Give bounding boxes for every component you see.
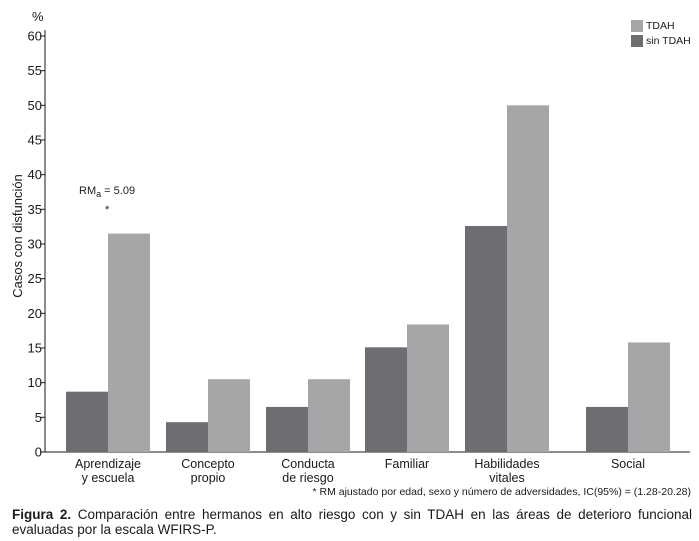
y-tick-label: 55 [28, 63, 42, 78]
annotation: RMa = 5.09 * [79, 185, 135, 216]
rm-text: RM [79, 185, 96, 197]
caption-label: Figura 2. [12, 507, 72, 522]
bar [208, 379, 250, 452]
caption-text: Comparación entre hermanos en alto riesg… [12, 507, 692, 537]
legend-item-sin-tdah: sin TDAH [631, 33, 691, 48]
bar [586, 406, 628, 452]
chart-canvas: % Casos con disfunción 0 5 10 15 20 25 30 35 40 4… [10, 9, 690, 485]
x-tick-label: Concepto propio [181, 457, 235, 485]
legend: TDAH sin TDAH [631, 18, 691, 48]
x-axis-labels: Aprendizaje y escuela Concepto propio Conduc… [75, 457, 645, 485]
y-tick-label: 35 [28, 202, 42, 217]
bar [66, 391, 108, 452]
bar [465, 225, 507, 452]
y-tick-label: 5 [35, 410, 42, 425]
bar [407, 324, 449, 452]
legend-item-tdah: TDAH [631, 18, 691, 33]
y-tick-label: 0 [35, 445, 42, 460]
significance-marker: * [105, 204, 110, 216]
bar [308, 379, 350, 452]
y-tick-label: 20 [28, 306, 42, 321]
y-tick-label: 25 [28, 271, 42, 286]
bar [266, 406, 308, 452]
legend-label-tdah: TDAH [646, 19, 675, 32]
rm-value: = 5.09 [101, 185, 135, 197]
bar [507, 105, 549, 452]
y-tick-label: 60 [28, 29, 42, 44]
legend-label-sin-tdah: sin TDAH [646, 34, 691, 47]
bar [365, 347, 407, 452]
legend-swatch-tdah [631, 19, 643, 32]
bar [628, 342, 670, 452]
y-tick-label: 40 [28, 167, 42, 182]
bar [166, 422, 208, 452]
y-axis-unit-label: % [32, 9, 44, 24]
rm-subscript: a [96, 189, 101, 199]
y-tick-label: 45 [28, 133, 42, 148]
chart-footnote: * RM ajustado por edad, sexo y número de… [312, 486, 692, 498]
y-tick-label: 30 [28, 237, 42, 252]
figure-caption: Figura 2. Comparación entre hermanos en … [12, 507, 692, 537]
legend-swatch-sin-tdah [631, 34, 643, 47]
y-tick-label: 15 [28, 341, 42, 356]
x-tick-label: Conducta de riesgo [281, 457, 335, 485]
bar [108, 233, 150, 452]
bars [66, 105, 670, 452]
y-tick-label: 50 [28, 98, 42, 113]
y-axis-title: Casos con disfunción [10, 174, 25, 298]
axes: 0 5 10 15 20 25 30 35 40 45 50 55 60 [28, 29, 690, 460]
x-tick-label: Social [611, 457, 645, 471]
x-tick-label: Habilidades vitales [474, 457, 539, 485]
x-tick-label: Familiar [385, 457, 429, 471]
x-tick-label: Aprendizaje y escuela [75, 457, 141, 485]
rm-annotation: RMa = 5.09 [79, 185, 135, 199]
y-tick-label: 10 [28, 375, 42, 390]
